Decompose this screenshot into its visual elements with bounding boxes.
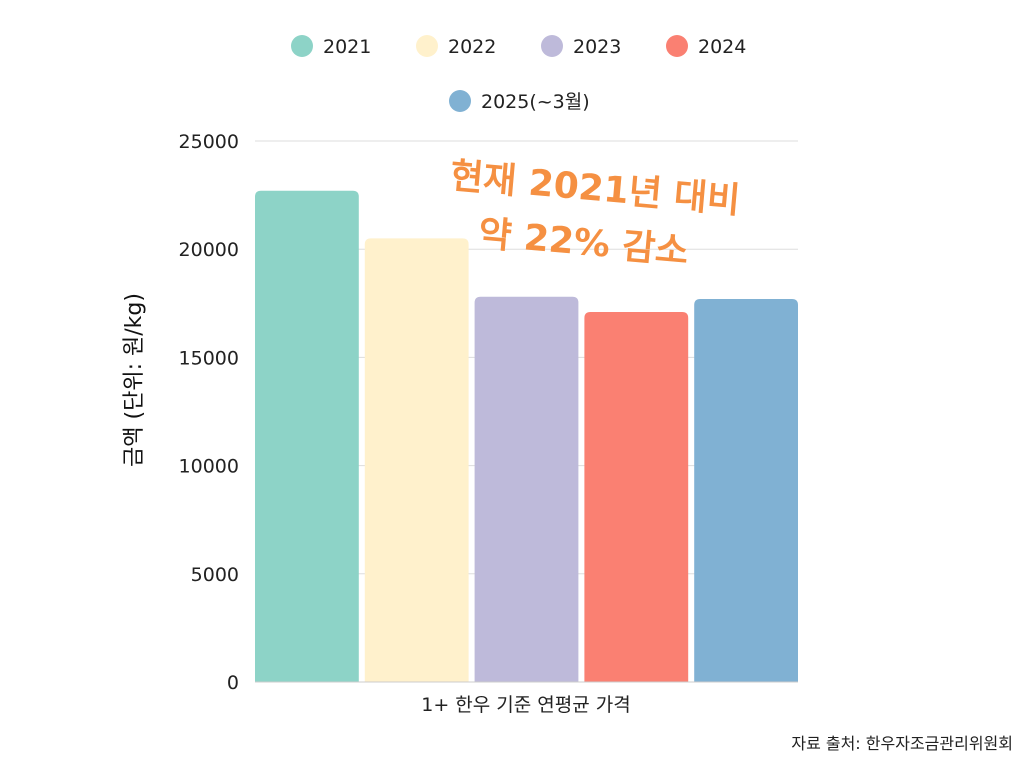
annotation-line-1: 현재 2021년 대비 (449, 156, 742, 222)
y-tick-label: 20000 (179, 239, 239, 261)
legend-label: 2022 (448, 36, 496, 58)
bar-2022 (364, 238, 469, 682)
legend-swatch (666, 35, 688, 57)
legend-item: 2022 (416, 35, 496, 58)
legend-item: 2024 (666, 35, 746, 58)
legend: 2021 2022 2023 2024 2025(~3월) (291, 35, 746, 113)
legend-label: 2024 (698, 36, 746, 58)
legend-swatch (449, 90, 471, 112)
y-axis-ticks: 0 5000 10000 15000 20000 25000 (179, 131, 239, 694)
legend-swatch (416, 35, 438, 57)
legend-swatch (541, 35, 563, 57)
legend-label: 2023 (573, 36, 621, 58)
bar-2024 (584, 311, 689, 682)
bar-20253 (694, 298, 798, 682)
x-category-label: 1+ 한우 기준 연평균 가격 (421, 694, 631, 716)
y-tick-label: 15000 (179, 347, 239, 369)
bars (255, 190, 798, 682)
y-axis-title: 금액 (단위: 원/kg) (122, 293, 147, 467)
legend-item: 2021 (291, 35, 371, 58)
legend-label: 2021 (323, 36, 371, 58)
y-tick-label: 25000 (179, 131, 239, 153)
legend-item: 2025(~3월) (449, 90, 590, 113)
annotation: 현재 2021년 대비 약 22% 감소 (449, 156, 742, 273)
annotation-line-2: 약 22% 감소 (477, 213, 690, 272)
source-note: 자료 출처: 한우자조금관리위원회 (791, 734, 1013, 753)
legend-swatch (291, 35, 313, 57)
legend-label: 2025(~3월) (481, 91, 590, 113)
bar-2023 (474, 296, 579, 682)
legend-item: 2023 (541, 35, 621, 58)
y-tick-label: 10000 (179, 456, 239, 478)
y-tick-label: 0 (227, 672, 239, 694)
y-tick-label: 5000 (191, 564, 239, 586)
bar-2021 (255, 190, 359, 682)
